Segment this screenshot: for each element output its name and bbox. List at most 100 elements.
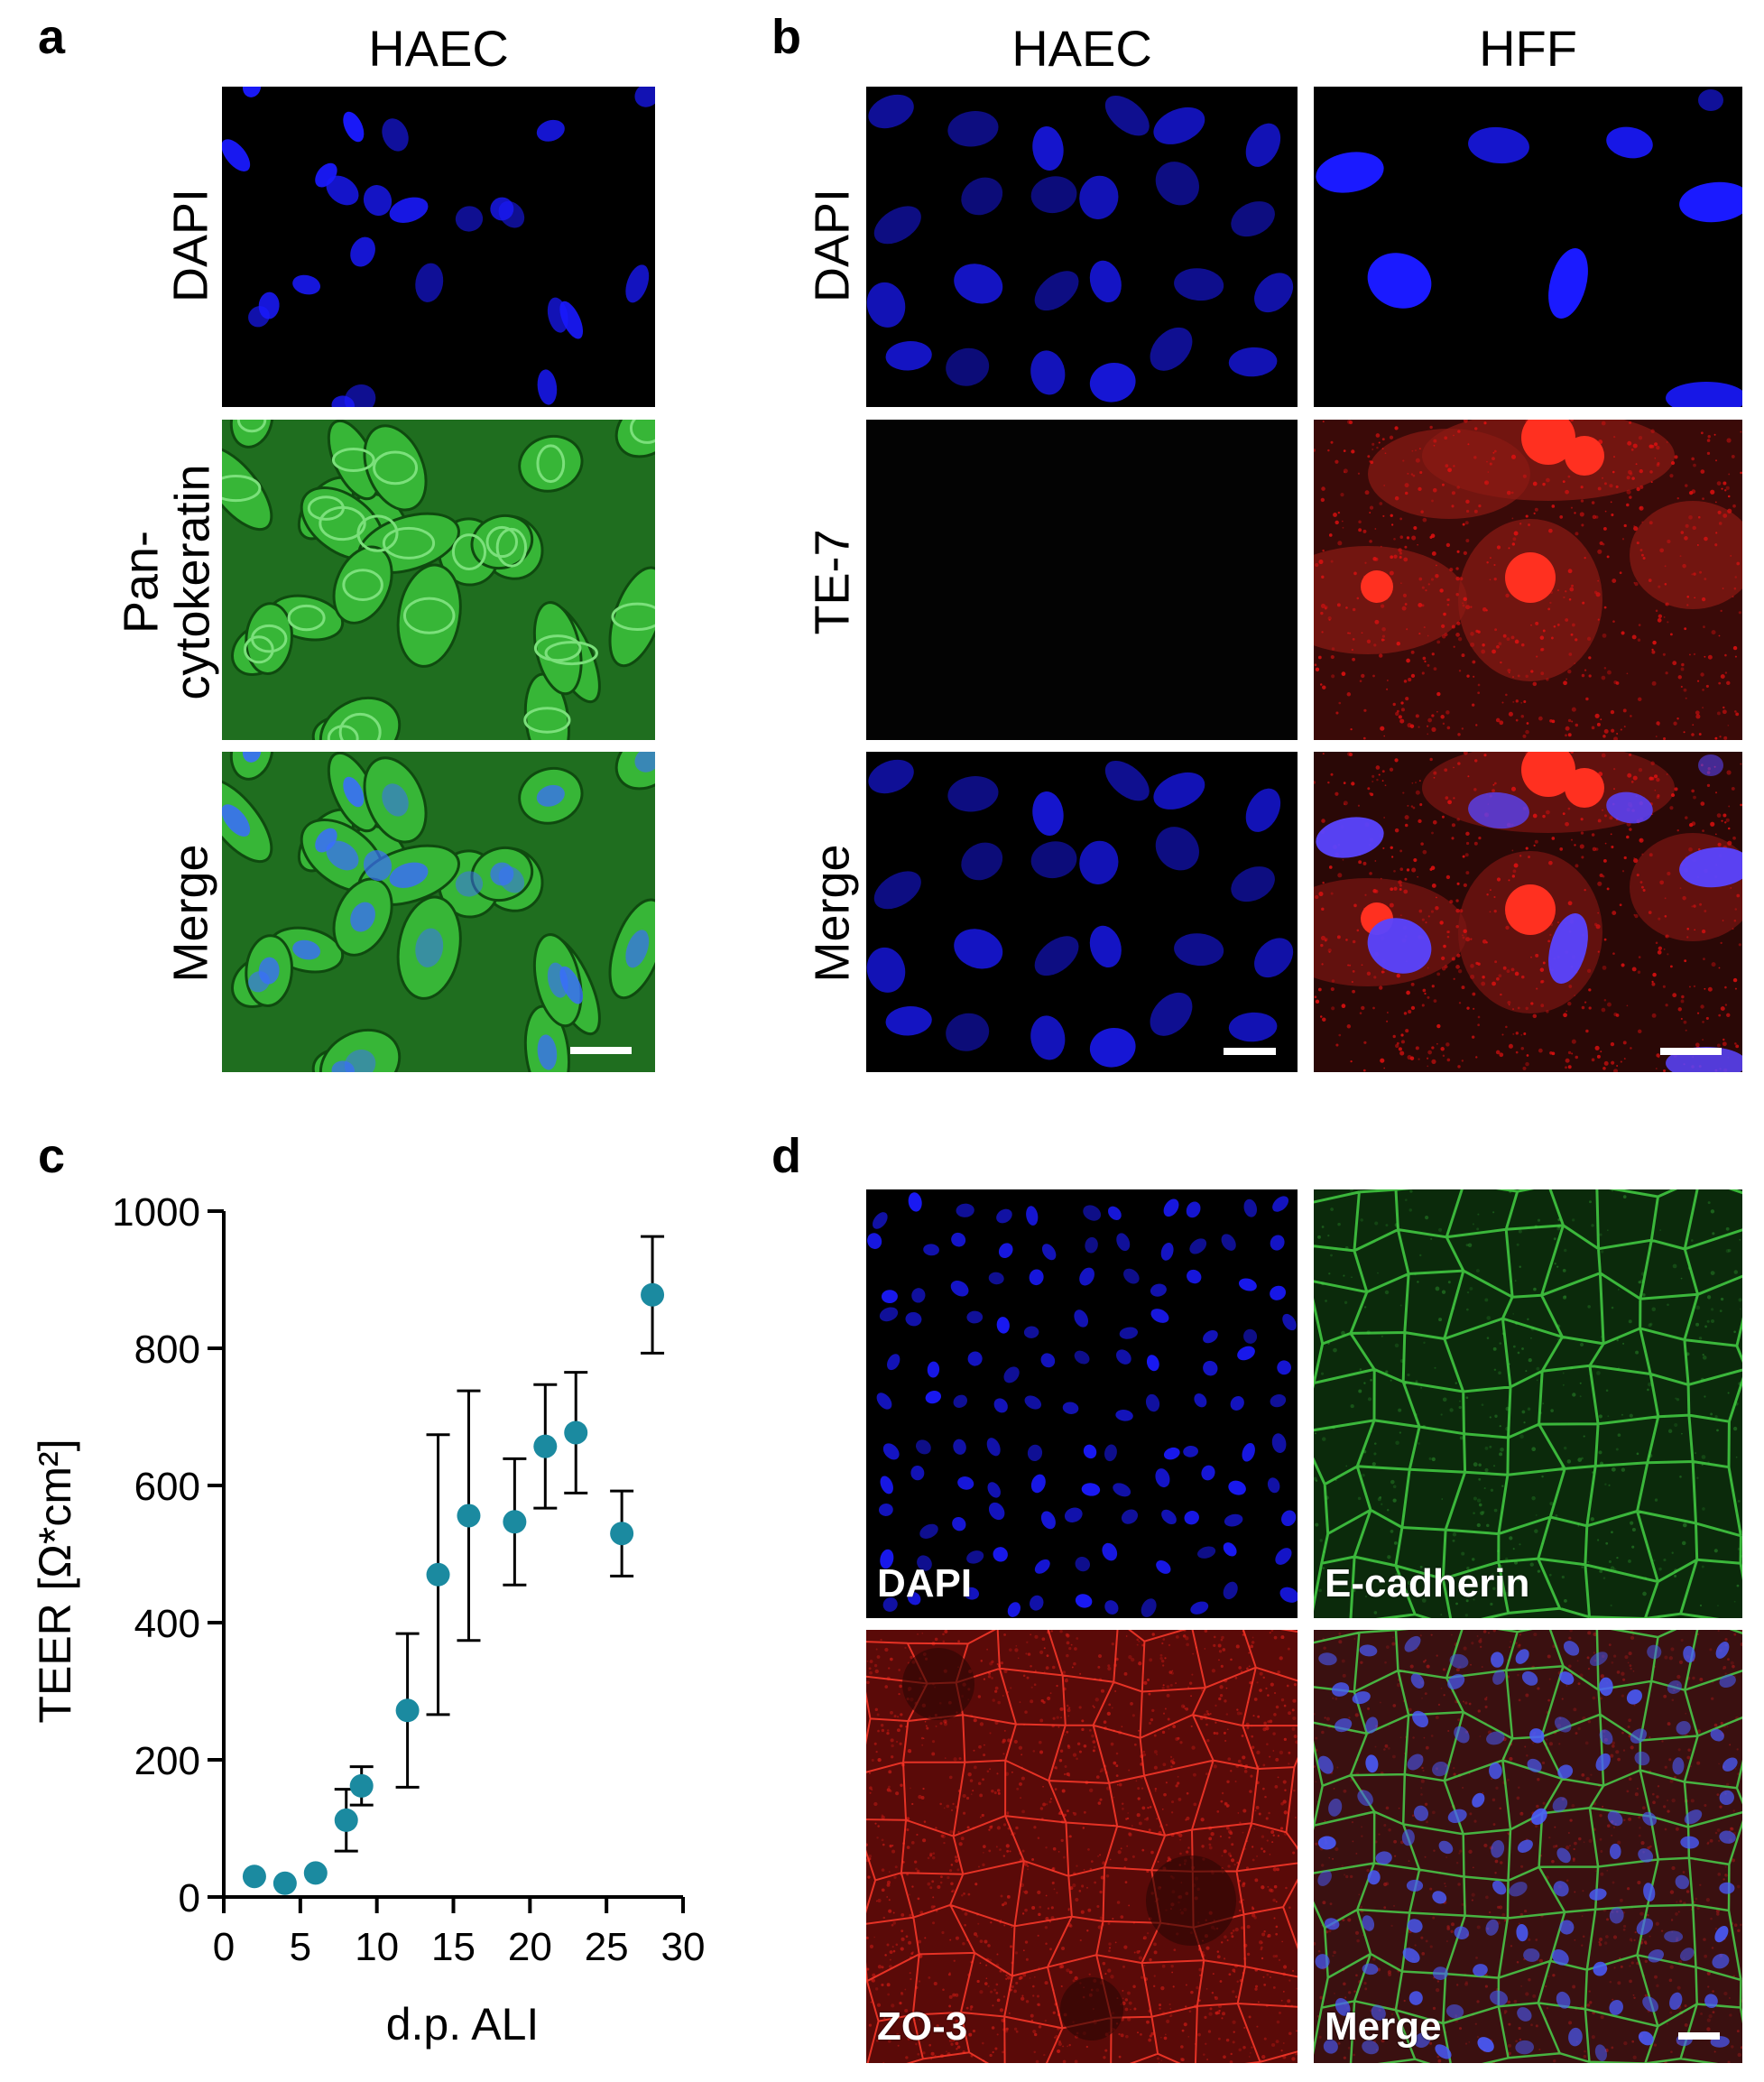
speckle: [1108, 1703, 1112, 1707]
speckle: [1138, 1956, 1143, 1960]
speckle: [1707, 435, 1711, 439]
speckle: [1364, 893, 1367, 896]
speckle: [1083, 1744, 1087, 1748]
nucleus: [882, 1443, 900, 1460]
speckle: [1070, 1643, 1073, 1646]
speckle: [1062, 1670, 1067, 1674]
speckle: [1489, 578, 1492, 581]
speckle: [1519, 1633, 1522, 1636]
speckle: [944, 1721, 947, 1724]
speckle: [1072, 1811, 1075, 1814]
speckle: [1324, 1716, 1326, 1719]
speckle: [1019, 1781, 1022, 1786]
speckle: [979, 1816, 982, 1818]
speckle: [1568, 1636, 1572, 1640]
speckle: [1551, 504, 1556, 508]
speckle: [1706, 2018, 1711, 2022]
speckle: [1583, 1435, 1585, 1438]
speckle: [931, 1880, 935, 1883]
speckle: [943, 1807, 946, 1809]
speckle: [1615, 1013, 1620, 1017]
nucleus: [1224, 1513, 1243, 1527]
speckle: [1186, 1791, 1189, 1795]
speckle: [1603, 482, 1607, 486]
speckle: [1471, 1035, 1475, 1039]
speckle: [1062, 1855, 1066, 1859]
speckle: [1178, 1798, 1182, 1801]
speckle: [1507, 1000, 1511, 1004]
speckle: [1652, 1800, 1656, 1805]
speckle: [1492, 457, 1495, 461]
speckle: [1512, 1345, 1516, 1348]
speckle: [1179, 1838, 1182, 1841]
speckle: [1653, 1559, 1656, 1562]
panel-d-label-e-cadherin: E-cadherin: [1325, 1561, 1530, 1605]
speckle: [1437, 1703, 1441, 1706]
nucleus: [1704, 1994, 1718, 2009]
nucleus: [258, 291, 280, 319]
nucleus: [1145, 1393, 1160, 1412]
speckle: [1590, 1517, 1594, 1522]
speckle: [1013, 1739, 1018, 1744]
speckle: [1066, 1730, 1069, 1734]
speckle: [1007, 1827, 1011, 1830]
speckle: [1436, 972, 1441, 976]
speckle: [1205, 1723, 1208, 1726]
y-axis-label: TEER [Ω*cm²]: [30, 1439, 80, 1723]
speckle: [1463, 883, 1467, 887]
nucleus: [547, 962, 568, 998]
speckle: [1585, 1776, 1590, 1781]
speckle: [1639, 549, 1643, 552]
nucleus: [1113, 1483, 1131, 1497]
nucleus: [1150, 327, 1193, 371]
speckle: [1684, 2022, 1688, 2027]
nucleus: [1030, 841, 1077, 879]
speckle: [1443, 944, 1446, 948]
speckle: [1511, 849, 1514, 852]
speckle: [1223, 2055, 1226, 2059]
nucleus: [867, 1233, 882, 1249]
speckle: [1600, 2015, 1604, 2020]
speckle: [1676, 717, 1679, 720]
speckle: [1337, 511, 1341, 514]
speckle: [935, 1827, 937, 1829]
nucleus: [1683, 1645, 1695, 1663]
speckle: [1455, 593, 1459, 597]
micrograph-svg: [866, 94, 1294, 403]
speckle: [1477, 1709, 1481, 1713]
speckle: [1120, 1847, 1122, 1850]
speckle: [1597, 1539, 1600, 1541]
speckle: [1471, 1642, 1474, 1645]
speckle: [1455, 899, 1459, 902]
speckle: [988, 1828, 991, 1831]
speckle: [1275, 1925, 1279, 1929]
speckle: [1182, 1634, 1187, 1638]
nucleus: [1238, 1278, 1257, 1291]
speckle: [1357, 1496, 1362, 1501]
nucleus: [880, 1549, 894, 1569]
speckle: [1042, 1785, 1044, 1788]
speckle: [1735, 1044, 1740, 1049]
speckle: [1057, 2041, 1062, 2047]
speckle: [868, 1667, 872, 1670]
speckle: [1337, 541, 1343, 546]
speckle: [1458, 1002, 1462, 1004]
speckle: [1421, 1766, 1424, 1770]
speckle: [1692, 1676, 1695, 1680]
speckle: [908, 1893, 910, 1896]
speckle: [1287, 1999, 1291, 2003]
nucleus: [905, 1311, 922, 1327]
speckle: [1359, 680, 1362, 682]
speckle: [1732, 1858, 1735, 1863]
speckle: [1123, 1945, 1128, 1949]
micrograph-svg: [866, 759, 1294, 1068]
speckle: [922, 1838, 927, 1843]
speckle: [906, 1846, 910, 1849]
speckle: [1550, 636, 1554, 640]
speckle: [1078, 1750, 1082, 1754]
speckle: [1124, 1881, 1128, 1884]
speckle: [1676, 1985, 1681, 1990]
speckle: [1027, 1868, 1030, 1871]
speckle: [1584, 556, 1586, 560]
speckle: [1568, 2021, 1573, 2025]
